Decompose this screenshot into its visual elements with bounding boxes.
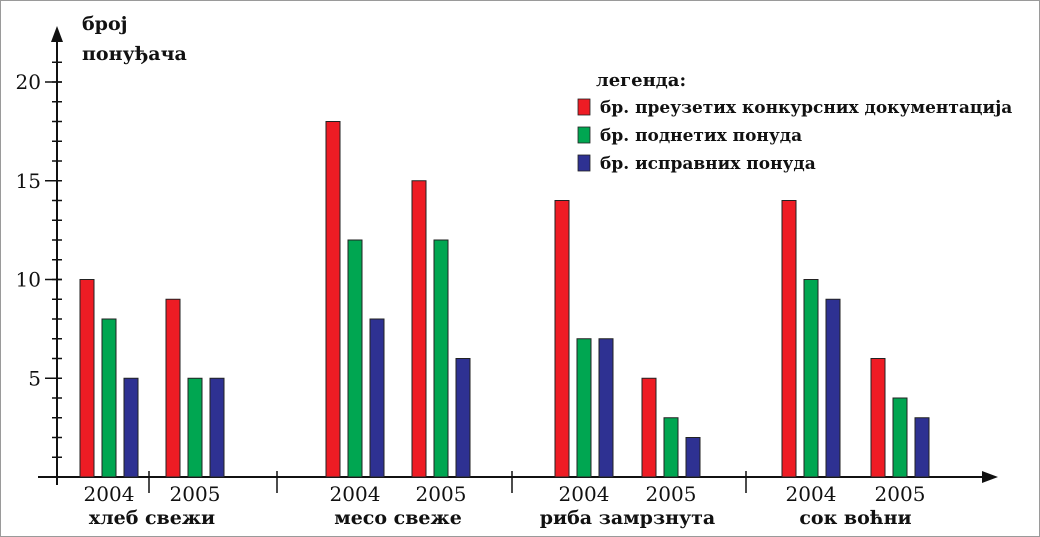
legend-entry-label: бр. поднетих понуда: [600, 126, 802, 146]
y-axis-label-line1: број: [82, 13, 128, 35]
bar: [781, 200, 797, 478]
x-axis-arrow: [982, 471, 998, 483]
legend-swatch: [577, 126, 591, 144]
legend-title: легенда:: [596, 70, 686, 91]
x-year-label: 2004: [559, 482, 610, 506]
bar: [914, 417, 930, 478]
y-tick-label: 10: [16, 268, 41, 292]
bar: [825, 298, 841, 478]
bar: [209, 377, 225, 478]
y-tick-label: 5: [28, 366, 41, 390]
y-axis-arrow: [51, 26, 63, 42]
x-year-label: 2004: [84, 482, 135, 506]
bar: [165, 298, 181, 478]
bar: [123, 377, 139, 478]
x-group-label: месо свеже: [334, 507, 462, 529]
legend-swatch: [577, 154, 591, 172]
bars: [79, 121, 930, 478]
y-axis-label-line2: понуђача: [82, 43, 187, 65]
bar: [433, 239, 449, 478]
x-group-label: хлеб свежи: [89, 507, 215, 529]
bar: [455, 358, 471, 478]
bar: [369, 318, 385, 478]
axes: [38, 26, 998, 493]
x-year-label: 2005: [875, 482, 926, 506]
y-tick-label: 15: [16, 169, 41, 193]
bar: [101, 318, 117, 478]
bar: [892, 397, 908, 478]
x-year-label: 2004: [786, 482, 837, 506]
x-year-label: 2004: [330, 482, 381, 506]
legend-entry-label: бр. исправних понуда: [600, 154, 816, 174]
bar: [803, 279, 819, 478]
bar: [685, 437, 701, 478]
x-group-label: сок воћни: [799, 507, 911, 529]
bar: [554, 200, 570, 478]
bar: [347, 239, 363, 478]
bar: [576, 338, 592, 478]
bar: [325, 121, 341, 478]
bar: [598, 338, 614, 478]
legend: легенда: бр. преузетих конкурсних докумен…: [577, 70, 1012, 174]
x-year-label: 2005: [416, 482, 467, 506]
legend-entry-label: бр. преузетих конкурсних документација: [600, 98, 1012, 118]
x-year-label: 2005: [646, 482, 697, 506]
x-year-label: 2005: [170, 482, 221, 506]
bar: [187, 377, 203, 478]
legend-swatch: [577, 98, 591, 116]
bar: [411, 180, 427, 478]
y-tick-label: 20: [16, 70, 41, 94]
bar: [79, 279, 95, 478]
bar: [663, 417, 679, 478]
bar: [870, 358, 886, 478]
x-group-label: риба замрзнута: [540, 507, 715, 529]
bar: [641, 377, 657, 478]
